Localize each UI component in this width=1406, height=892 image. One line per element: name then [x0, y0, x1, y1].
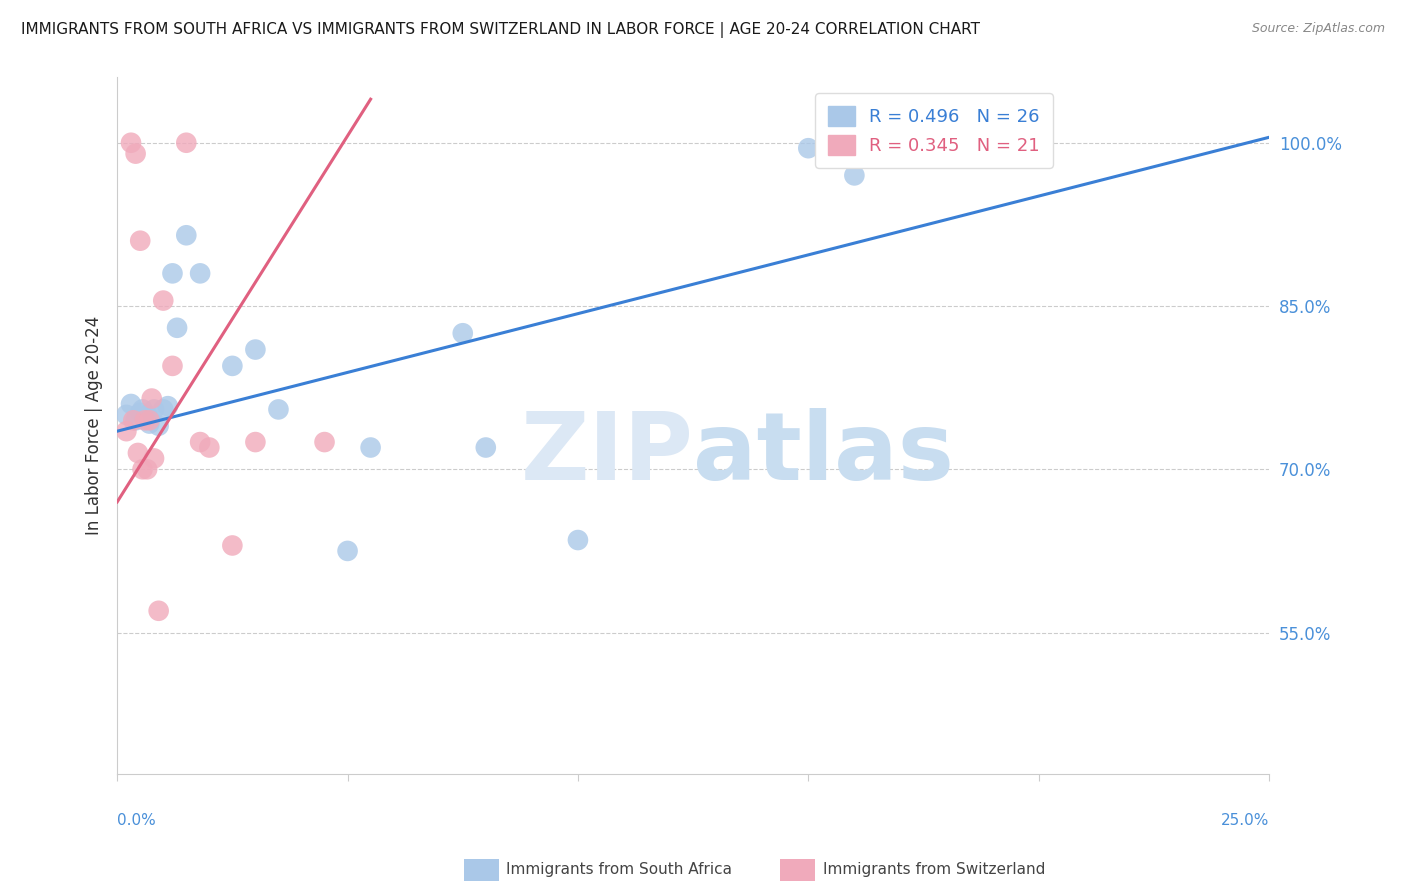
- Text: IMMIGRANTS FROM SOUTH AFRICA VS IMMIGRANTS FROM SWITZERLAND IN LABOR FORCE | AGE: IMMIGRANTS FROM SOUTH AFRICA VS IMMIGRAN…: [21, 22, 980, 38]
- Point: [221, 539, 243, 553]
- Point: [148, 418, 170, 433]
- Point: [124, 413, 146, 427]
- Point: [152, 293, 174, 308]
- Point: [221, 359, 243, 373]
- Point: [138, 413, 160, 427]
- Point: [136, 408, 159, 422]
- Point: [567, 533, 589, 547]
- Text: Immigrants from South Africa: Immigrants from South Africa: [506, 863, 733, 877]
- Point: [166, 320, 188, 334]
- Point: [115, 408, 138, 422]
- Point: [152, 402, 174, 417]
- Point: [360, 441, 382, 455]
- Point: [129, 234, 152, 248]
- Point: [148, 604, 170, 618]
- Point: [129, 406, 152, 420]
- Point: [267, 402, 290, 417]
- Point: [451, 326, 474, 341]
- Point: [143, 451, 166, 466]
- Point: [475, 441, 498, 455]
- Y-axis label: In Labor Force | Age 20-24: In Labor Force | Age 20-24: [86, 316, 103, 535]
- Point: [188, 435, 211, 450]
- Text: ZIP: ZIP: [520, 408, 693, 500]
- Point: [176, 136, 198, 150]
- Point: [162, 266, 184, 280]
- Point: [127, 446, 149, 460]
- Point: [122, 413, 145, 427]
- Point: [136, 462, 159, 476]
- Point: [138, 417, 160, 431]
- Text: atlas: atlas: [693, 408, 955, 500]
- Point: [314, 435, 336, 450]
- Point: [134, 410, 156, 425]
- Point: [844, 169, 866, 183]
- Point: [120, 397, 142, 411]
- Point: [336, 544, 359, 558]
- Point: [188, 266, 211, 280]
- Point: [156, 399, 179, 413]
- Text: 0.0%: 0.0%: [117, 813, 156, 828]
- Point: [131, 462, 153, 476]
- Point: [141, 392, 163, 406]
- Point: [198, 441, 221, 455]
- Text: Immigrants from Switzerland: Immigrants from Switzerland: [823, 863, 1045, 877]
- Legend: R = 0.496   N = 26, R = 0.345   N = 21: R = 0.496 N = 26, R = 0.345 N = 21: [815, 94, 1053, 168]
- Point: [143, 402, 166, 417]
- Point: [245, 343, 267, 357]
- Point: [131, 402, 153, 417]
- Point: [134, 413, 156, 427]
- Text: 25.0%: 25.0%: [1220, 813, 1270, 828]
- Point: [797, 141, 820, 155]
- Point: [124, 146, 146, 161]
- Point: [176, 228, 198, 243]
- Point: [120, 136, 142, 150]
- Text: Source: ZipAtlas.com: Source: ZipAtlas.com: [1251, 22, 1385, 36]
- Point: [245, 435, 267, 450]
- Point: [162, 359, 184, 373]
- Point: [115, 424, 138, 438]
